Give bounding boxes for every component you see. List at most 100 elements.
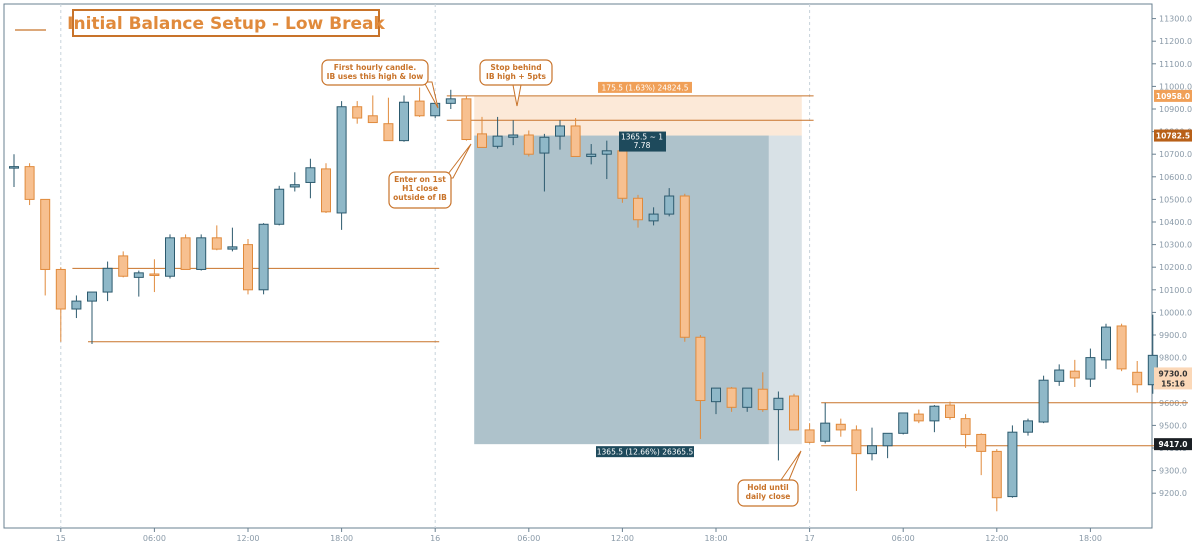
candle xyxy=(757,372,768,412)
y-tick-label: 10200.0 xyxy=(1159,263,1192,272)
candle-body xyxy=(1116,325,1127,370)
first-candle-callout-text: First hourly candle. xyxy=(334,63,417,72)
candle xyxy=(305,158,316,199)
candle xyxy=(960,414,971,448)
candle xyxy=(898,412,909,435)
candle xyxy=(336,101,347,230)
candle-body xyxy=(1101,326,1111,361)
candle-body xyxy=(633,197,643,221)
candle xyxy=(789,393,799,431)
x-tick-label: 06:00 xyxy=(143,534,166,543)
entry-price-tag-text: 10782.5 xyxy=(1156,132,1190,141)
candle xyxy=(1132,360,1143,393)
candle xyxy=(399,95,409,142)
candle-body xyxy=(243,244,253,291)
candle xyxy=(601,140,612,180)
mid-label-line2: 7.78 xyxy=(634,141,651,150)
y-tick-label: 10900.0 xyxy=(1159,105,1192,114)
candle xyxy=(445,89,456,109)
candle-body xyxy=(695,336,706,402)
candle xyxy=(352,101,363,124)
candle xyxy=(851,425,862,491)
candle-body xyxy=(742,387,753,408)
current-price-tag: 9730.015:16 xyxy=(1154,367,1192,390)
candle xyxy=(196,234,207,271)
candle-body xyxy=(960,418,971,435)
current-time-text: 15:16 xyxy=(1161,379,1185,388)
current-price-bg xyxy=(1154,367,1192,390)
candle-body xyxy=(664,195,675,215)
candle-body xyxy=(305,167,316,183)
candle-body xyxy=(757,388,768,411)
candle xyxy=(180,234,191,270)
candle-body xyxy=(180,237,191,270)
risk-zone xyxy=(474,95,802,136)
y-tick-label: 10300.0 xyxy=(1159,241,1192,250)
chart-title: Initial Balance Setup - Low Break xyxy=(67,9,386,37)
candle xyxy=(679,193,690,342)
candle xyxy=(1116,323,1127,372)
candle xyxy=(165,234,175,279)
candle xyxy=(71,295,82,319)
candle xyxy=(570,118,581,157)
low-price-tag: 9417.0 xyxy=(1154,438,1192,451)
candle-body xyxy=(118,255,129,277)
candle-body xyxy=(9,166,19,169)
candle-body xyxy=(1085,357,1096,380)
candle-body xyxy=(867,445,877,455)
y-tick-label: 10100.0 xyxy=(1159,286,1192,295)
candle-body xyxy=(274,188,285,225)
candle xyxy=(1101,323,1111,369)
candle-body xyxy=(898,412,909,434)
low-price-tag-bg xyxy=(1154,438,1192,451)
candle-body xyxy=(1007,431,1018,498)
x-tick-label: 18:00 xyxy=(704,534,727,543)
first-candle-callout-box xyxy=(321,59,429,86)
y-tick-label: 10500.0 xyxy=(1159,195,1192,204)
stop-price-tag-text: 10958.0 xyxy=(1156,92,1190,101)
candle xyxy=(367,95,378,124)
candle-body xyxy=(804,429,815,443)
candle xyxy=(1054,364,1065,386)
candle xyxy=(523,130,534,157)
candle-body xyxy=(1054,369,1065,382)
candle-body xyxy=(1038,379,1049,423)
candle-body xyxy=(648,213,659,222)
candle xyxy=(633,194,643,228)
stop-callout-text: Stop behind xyxy=(490,63,541,72)
y-tick-label: 11300.0 xyxy=(1159,15,1192,24)
x-tick-label: 06:00 xyxy=(892,534,915,543)
candle-body xyxy=(726,387,737,408)
candle xyxy=(539,133,550,192)
y-tick-label: 11000.0 xyxy=(1159,82,1192,91)
x-tick-label: 17 xyxy=(805,534,815,543)
candle xyxy=(9,154,19,187)
y-tick-label: 9900.0 xyxy=(1159,331,1187,340)
stop-price-tag: 10958.0 xyxy=(1154,89,1192,102)
candle-body xyxy=(508,134,519,138)
y-tick-label: 10000.0 xyxy=(1159,308,1192,317)
low-price-tag-text: 9417.0 xyxy=(1159,440,1188,449)
candle-body xyxy=(929,405,940,422)
candle-body xyxy=(399,101,409,142)
candle xyxy=(835,418,846,437)
x-tick-label: 18:00 xyxy=(1079,534,1102,543)
candle-body xyxy=(102,267,113,293)
candle xyxy=(40,198,51,296)
candle xyxy=(321,163,331,213)
y-tick-label: 9800.0 xyxy=(1159,354,1187,363)
stop-price-tag-bg xyxy=(1154,89,1192,102)
candle xyxy=(664,188,675,217)
candle-body xyxy=(149,273,160,276)
candle-body xyxy=(617,150,628,199)
candle-body xyxy=(679,195,690,338)
hold-callout-box xyxy=(737,479,799,507)
first-candle-callout: First hourly candle.IB uses this high & … xyxy=(321,59,439,109)
candle xyxy=(243,238,253,295)
candle xyxy=(586,144,597,165)
candle-body xyxy=(336,106,347,214)
candle-body xyxy=(367,115,378,124)
hold-callout-pointer xyxy=(780,450,802,481)
candle xyxy=(695,335,706,439)
